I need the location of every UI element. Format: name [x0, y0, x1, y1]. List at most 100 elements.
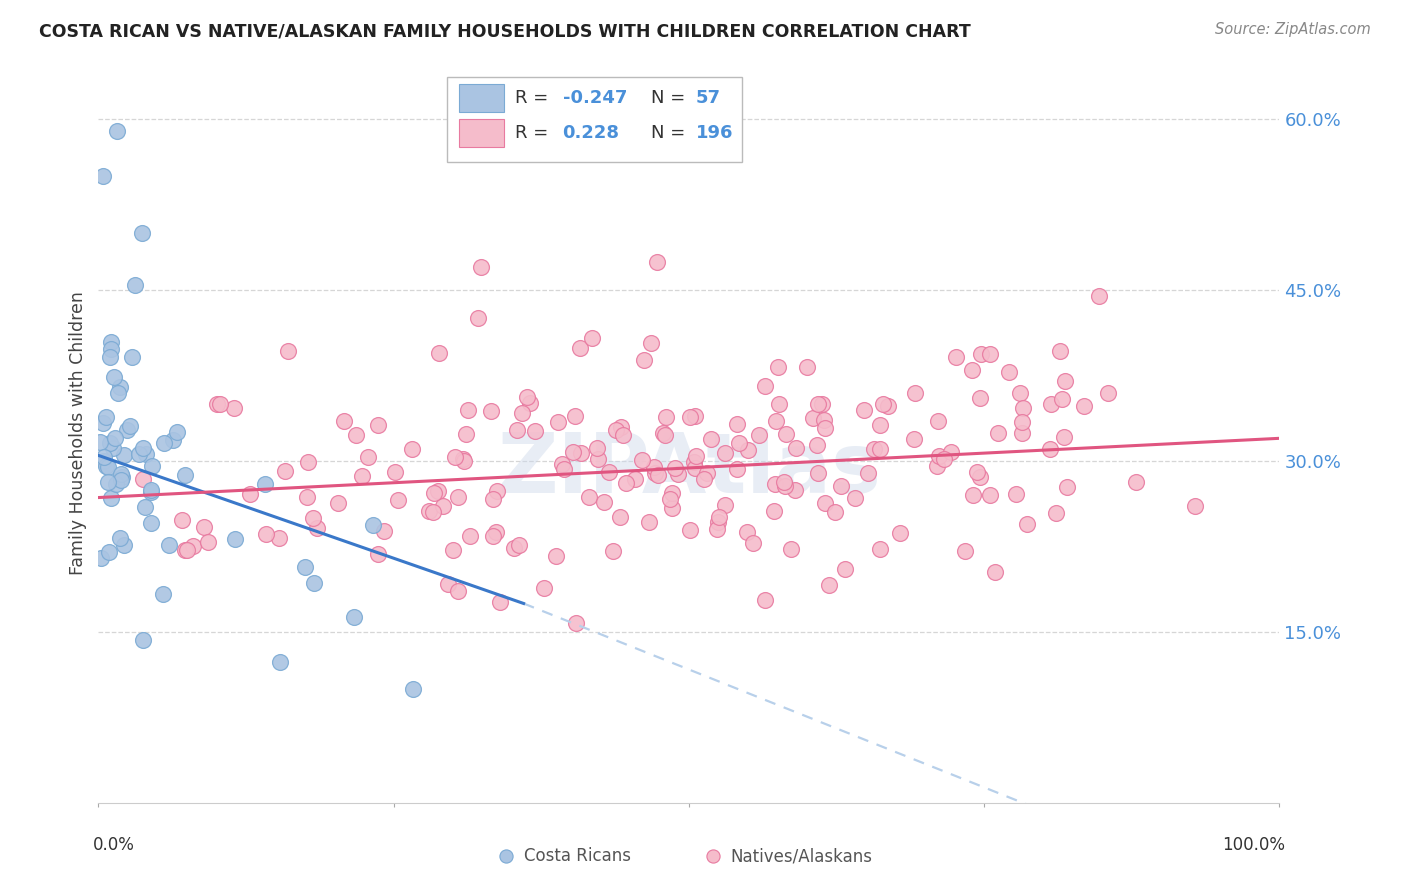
Text: 57: 57 — [696, 89, 721, 107]
Point — [207, 397, 229, 411]
Point — [903, 433, 925, 447]
Point — [844, 491, 866, 506]
Point — [451, 452, 474, 467]
Point — [889, 525, 911, 540]
Point — [693, 472, 716, 486]
Point — [100, 491, 122, 506]
Point — [1008, 386, 1031, 401]
Point — [700, 432, 723, 446]
Point — [115, 423, 138, 437]
Point — [139, 485, 162, 500]
Point — [581, 331, 603, 345]
Point — [166, 425, 188, 439]
Point — [131, 227, 153, 241]
Point — [568, 341, 591, 355]
Point — [602, 543, 624, 558]
Point — [564, 409, 586, 424]
Point — [482, 528, 505, 542]
Point — [1056, 480, 1078, 494]
Point — [578, 490, 600, 504]
Point — [830, 479, 852, 493]
Point — [486, 483, 509, 498]
Point — [174, 468, 197, 483]
Point — [176, 543, 198, 558]
Point — [544, 549, 567, 563]
Text: ZIPAtlas: ZIPAtlas — [496, 429, 882, 510]
Point — [775, 427, 797, 442]
FancyBboxPatch shape — [458, 84, 503, 112]
Point — [683, 409, 706, 423]
Point — [932, 451, 955, 466]
Point — [796, 359, 818, 374]
Point — [586, 451, 609, 466]
Point — [295, 490, 318, 504]
Point — [458, 529, 481, 543]
Point — [444, 450, 467, 464]
Text: 0.0%: 0.0% — [93, 836, 135, 855]
Point — [561, 445, 583, 459]
Point — [297, 455, 319, 469]
Point — [508, 538, 530, 552]
Point — [763, 476, 786, 491]
Point — [814, 421, 837, 435]
Point — [585, 441, 607, 455]
Point — [519, 396, 541, 410]
Point — [112, 448, 135, 462]
Point — [110, 473, 132, 487]
Point — [111, 470, 134, 484]
Point — [987, 426, 1010, 441]
Text: 196: 196 — [696, 124, 734, 142]
Text: Source: ZipAtlas.com: Source: ZipAtlas.com — [1215, 22, 1371, 37]
Point — [565, 616, 588, 631]
Point — [654, 410, 676, 425]
Point — [224, 401, 246, 415]
Point — [157, 538, 180, 552]
Point — [702, 878, 724, 892]
Point — [101, 441, 124, 455]
Point — [593, 495, 616, 509]
Point — [814, 496, 837, 510]
Point — [728, 436, 751, 450]
Point — [612, 428, 634, 442]
Point — [852, 403, 875, 417]
Point — [97, 475, 120, 490]
Point — [609, 510, 631, 524]
Y-axis label: Family Households with Children: Family Households with Children — [69, 291, 87, 574]
Point — [725, 462, 748, 476]
Point — [754, 592, 776, 607]
Point — [939, 445, 962, 459]
Point — [89, 434, 111, 449]
Point — [401, 442, 423, 456]
Point — [98, 351, 121, 365]
Point — [485, 525, 508, 540]
Point — [741, 536, 763, 550]
Text: Natives/Alaskans: Natives/Alaskans — [730, 847, 872, 865]
Point — [418, 504, 440, 518]
Text: 0.228: 0.228 — [562, 124, 620, 142]
Point — [162, 433, 184, 447]
Point — [441, 543, 464, 558]
Point — [367, 547, 389, 561]
Point — [274, 464, 297, 478]
Point — [640, 336, 662, 351]
Point — [928, 449, 950, 463]
Point — [661, 501, 683, 516]
Point — [785, 441, 807, 455]
Point — [94, 410, 117, 425]
Point — [696, 466, 718, 480]
Point — [422, 505, 444, 519]
Point — [97, 545, 120, 559]
Point — [344, 427, 367, 442]
Point — [807, 397, 830, 411]
Point — [713, 498, 735, 512]
Point — [91, 417, 114, 431]
Point — [333, 414, 356, 428]
Point — [1011, 415, 1033, 429]
Point — [984, 566, 1007, 580]
Text: Costa Ricans: Costa Ricans — [523, 847, 631, 865]
Point — [779, 541, 801, 556]
Point — [533, 581, 555, 595]
Point — [132, 441, 155, 455]
Point — [93, 454, 115, 468]
Point — [969, 469, 991, 483]
